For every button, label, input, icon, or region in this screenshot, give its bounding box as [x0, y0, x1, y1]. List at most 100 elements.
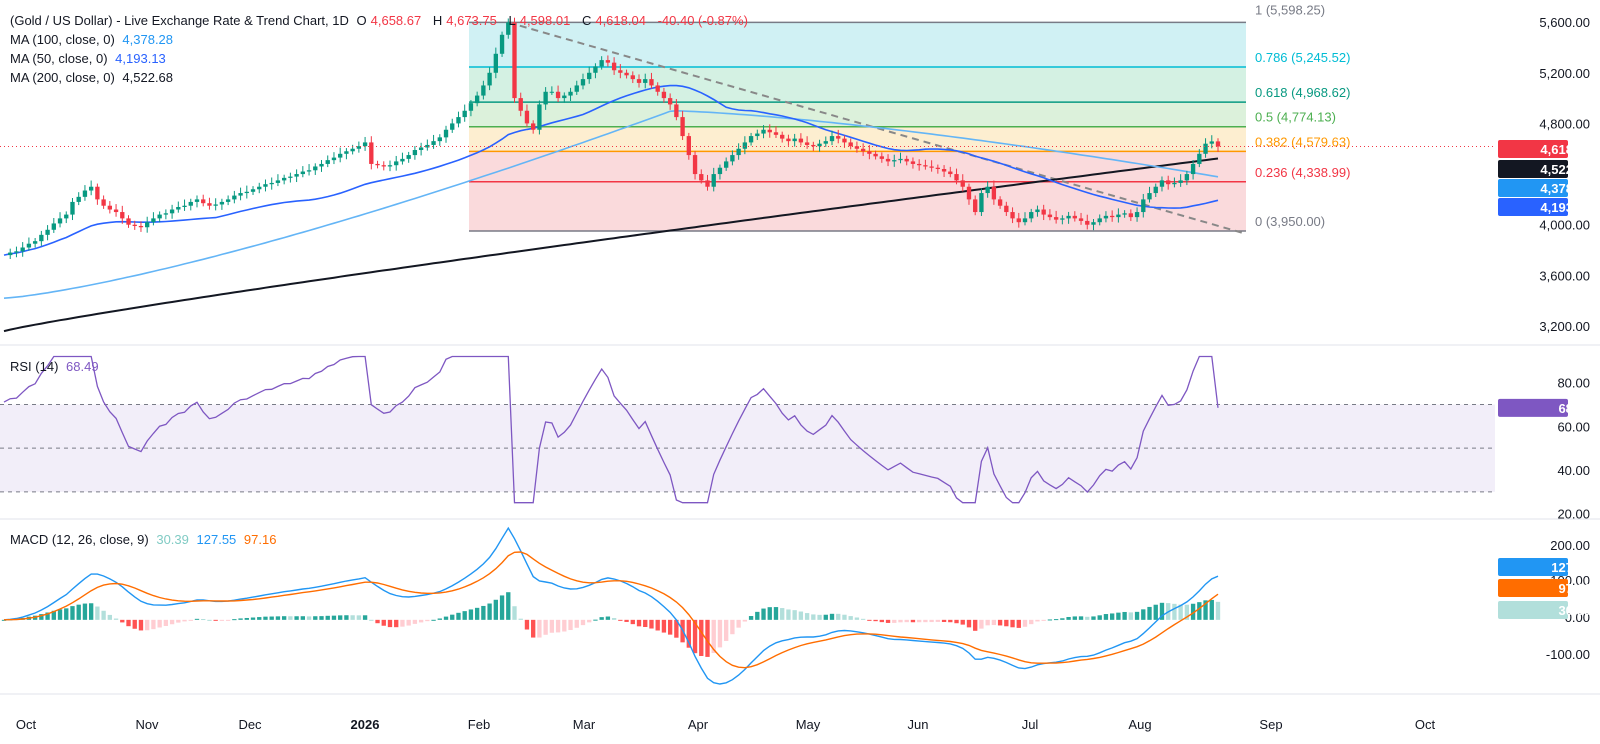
macd-histogram-bar	[1, 619, 7, 621]
candle-body	[711, 174, 716, 187]
macd-histogram-bar	[468, 609, 474, 620]
candle-body	[331, 157, 337, 161]
candle-body	[562, 95, 567, 99]
candle-body	[506, 22, 511, 35]
price-tag	[1498, 140, 1568, 158]
candle-body	[1172, 182, 1177, 185]
candle-body	[1078, 218, 1084, 221]
macd-histogram-bar	[587, 619, 592, 623]
macd-histogram-bar	[232, 619, 237, 621]
candle-body	[780, 134, 785, 139]
candle-body	[306, 170, 312, 172]
macd-histogram-bar	[1091, 616, 1096, 620]
candle-body	[1004, 205, 1009, 213]
candle-body	[1153, 186, 1158, 194]
macd-histogram-bar	[867, 619, 872, 621]
candle-body	[786, 138, 791, 142]
candle-body	[1116, 214, 1121, 218]
candle-body	[798, 138, 804, 143]
macd-histogram-bar	[512, 606, 517, 620]
candle-body	[767, 129, 772, 133]
candle-body	[655, 85, 660, 92]
candle-body	[966, 186, 972, 200]
candle-body	[587, 72, 592, 80]
candle-body	[904, 158, 909, 162]
candle-body	[88, 186, 94, 191]
macd-histogram-bar	[1184, 604, 1190, 620]
candle-body	[350, 148, 355, 152]
macd-histogram-bar	[443, 616, 449, 620]
macd-histogram-bar	[1203, 600, 1208, 620]
candle-body	[674, 104, 679, 118]
macd-histogram-bar	[57, 609, 63, 620]
macd-histogram-bar	[418, 619, 424, 623]
macd-histogram-bar	[842, 614, 847, 620]
candle-body	[207, 203, 212, 206]
time-tick-label: Dec	[238, 717, 262, 732]
macd-histogram-bar	[263, 616, 268, 620]
macd-histogram-bar	[219, 619, 225, 621]
candle-body	[14, 251, 19, 253]
candle-body	[257, 186, 262, 190]
open-value: 4,658.67	[370, 13, 422, 28]
time-tick-label: May	[796, 717, 821, 732]
candle-body	[1122, 213, 1127, 215]
macd-histogram-bar	[225, 619, 231, 621]
macd-histogram-bar	[350, 615, 355, 620]
low-value: 4,598.01	[519, 13, 571, 28]
macd-histogram-bar	[1078, 616, 1084, 620]
candle-body	[201, 199, 206, 204]
time-tick-label: Mar	[573, 717, 596, 732]
macd-histogram-bar	[1153, 604, 1158, 620]
candle-body	[493, 53, 498, 73]
macd-line-value: 127.55	[196, 532, 237, 547]
macd-histogram-bar	[618, 619, 623, 621]
macd-histogram-bar	[1010, 619, 1015, 628]
candle-body	[474, 95, 480, 104]
candle-body	[1072, 215, 1077, 219]
ma50-value: 4,193.13	[115, 51, 166, 66]
macd-histogram-bar	[979, 619, 984, 629]
candle-body	[717, 167, 723, 175]
macd-histogram-bar	[1116, 612, 1121, 620]
candle-body	[742, 142, 748, 149]
macd-histogram-bar	[537, 619, 542, 638]
macd-histogram-bar	[39, 614, 44, 620]
macd-histogram-bar	[1109, 613, 1115, 620]
candle-body	[425, 144, 430, 148]
candle-body	[269, 182, 274, 185]
macd-histogram-bar	[244, 617, 249, 620]
macd-histogram-bar	[369, 619, 374, 621]
macd-histogram-bar	[860, 618, 866, 620]
macd-histogram-bar	[985, 619, 990, 626]
candle-body	[82, 190, 88, 197]
macd-tick-label: 200.00	[1550, 538, 1590, 553]
candle-body	[381, 165, 386, 167]
time-tick-label: 2026	[351, 717, 380, 732]
macd-histogram-bar	[387, 619, 393, 628]
candle-body	[244, 191, 249, 194]
candle-body	[1141, 199, 1146, 213]
macd-histogram-bar	[941, 619, 947, 623]
macd-histogram-bar	[804, 613, 810, 620]
macd-histogram-bar	[786, 609, 791, 620]
candle-body	[288, 176, 293, 178]
candle-body	[182, 205, 187, 207]
candle-body	[1103, 215, 1109, 219]
macd-histogram-bar	[748, 616, 754, 620]
candle-body	[169, 209, 175, 214]
macd-histogram-bar	[948, 619, 953, 623]
candle-body	[387, 165, 393, 167]
macd-histogram-bar	[717, 619, 723, 648]
candle-body	[991, 186, 997, 200]
candle-body	[163, 213, 169, 215]
macd-tick-label: -100.00	[1546, 647, 1590, 662]
macd-histogram-bar	[811, 614, 816, 620]
macd-histogram-bar	[574, 619, 579, 628]
macd-histogram-bar	[1072, 616, 1077, 620]
macd-histogram-bar	[107, 614, 113, 620]
candle-body	[319, 163, 324, 167]
candle-body	[232, 195, 237, 200]
macd-histogram-bar	[157, 619, 162, 628]
